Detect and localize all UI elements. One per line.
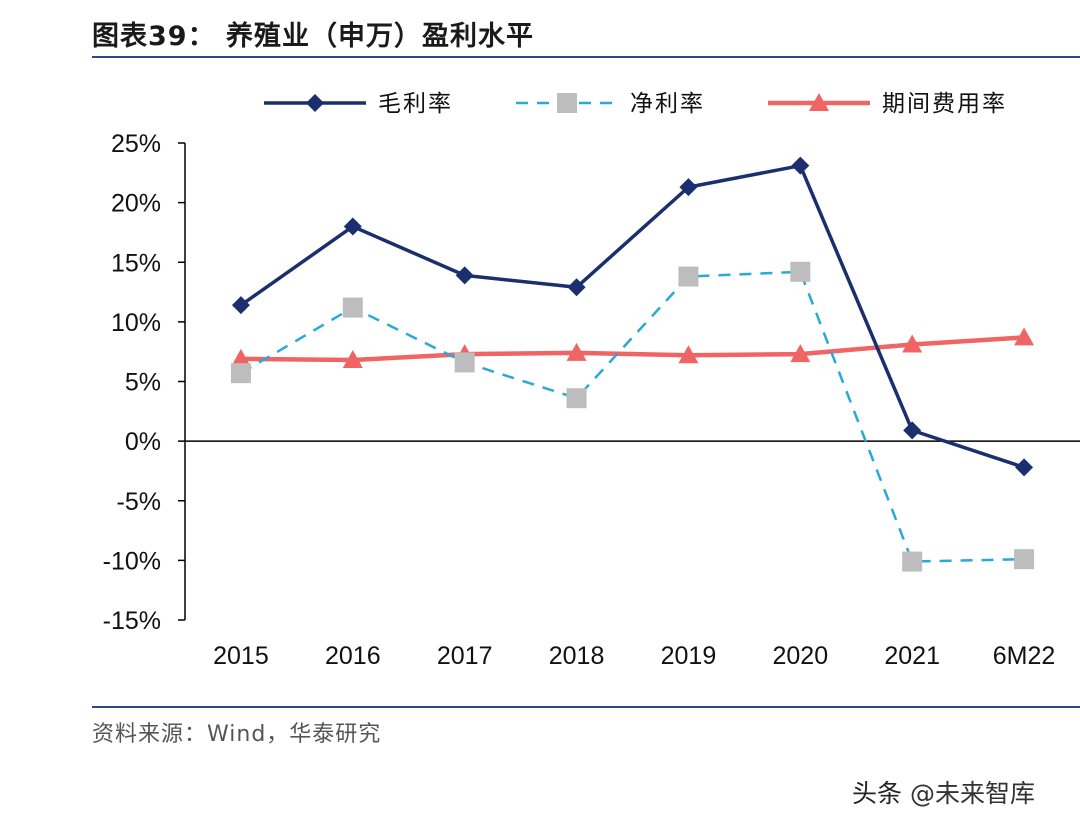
data-point-gross bbox=[455, 266, 474, 285]
data-point-net bbox=[230, 363, 251, 384]
legend-swatch-marker bbox=[809, 93, 829, 111]
data-point-net bbox=[790, 261, 811, 282]
footer-divider bbox=[92, 706, 1080, 708]
data-point-net bbox=[1014, 549, 1035, 570]
legend-item-expense: 期间费用率 bbox=[768, 91, 1007, 117]
data-point-gross bbox=[679, 178, 698, 197]
x-tick-label: 2019 bbox=[661, 642, 717, 670]
watermark-brand: @未来智库 bbox=[909, 779, 1035, 808]
data-point-expense bbox=[1014, 327, 1035, 346]
axes: 25% 20% 15% 10% 5% 0% -5% -10% -15% 2015 2016 2017 2… bbox=[103, 130, 1080, 670]
data-point-expense bbox=[566, 342, 587, 361]
data-point-gross bbox=[1015, 458, 1034, 477]
data-point-expense bbox=[790, 344, 811, 363]
watermark-prefix: 头条 bbox=[852, 779, 903, 808]
y-tick-label: -15% bbox=[103, 607, 161, 635]
y-tick-label: 15% bbox=[111, 249, 161, 277]
title-divider bbox=[92, 56, 1080, 58]
x-tick-label: 2016 bbox=[325, 642, 381, 670]
data-point-net bbox=[566, 388, 587, 409]
data-point-gross bbox=[231, 296, 250, 315]
data-point-net bbox=[342, 297, 363, 318]
legend-label: 毛利率 bbox=[378, 91, 453, 117]
series-line-expense bbox=[240, 335, 1025, 363]
data-point-gross bbox=[567, 278, 586, 297]
series-net bbox=[230, 261, 1035, 572]
y-tick-label: -10% bbox=[103, 547, 161, 575]
series-gross bbox=[231, 156, 1034, 477]
watermark: 头条 @未来智库 bbox=[852, 774, 1035, 810]
y-tick-label: 25% bbox=[111, 130, 161, 158]
data-point-expense bbox=[230, 348, 251, 367]
legend-item-gross: 毛利率 bbox=[264, 91, 453, 117]
series-expense bbox=[230, 327, 1035, 369]
data-point-gross bbox=[791, 156, 810, 175]
x-tick-label: 6M22 bbox=[993, 642, 1056, 670]
data-point-expense bbox=[902, 334, 923, 353]
data-point-net bbox=[902, 551, 923, 572]
y-tick-label: 0% bbox=[125, 428, 161, 456]
data-point-net bbox=[454, 352, 475, 373]
data-point-expense bbox=[678, 345, 699, 364]
legend: 毛利率 净利率 期间费用率 bbox=[264, 91, 1007, 117]
legend-label: 净利率 bbox=[630, 91, 705, 117]
y-tick-label: 5% bbox=[125, 369, 161, 397]
legend-item-net: 净利率 bbox=[516, 91, 705, 117]
data-point-gross bbox=[343, 217, 362, 236]
legend-swatch-marker bbox=[557, 93, 577, 113]
x-tick-label: 2020 bbox=[773, 642, 829, 670]
x-tick-label: 2015 bbox=[213, 642, 269, 670]
data-point-gross bbox=[903, 421, 922, 440]
data-point-net bbox=[678, 266, 699, 287]
chart-title: 图表39： 养殖业（申万）盈利水平 bbox=[92, 21, 534, 52]
y-tick-label: -5% bbox=[117, 488, 161, 516]
series-line-gross bbox=[239, 163, 1025, 470]
x-tick-label: 2017 bbox=[437, 642, 493, 670]
data-point-expense bbox=[342, 350, 363, 369]
y-tick-label: 20% bbox=[111, 190, 161, 218]
source-note: 资料来源：Wind，华泰研究 bbox=[92, 722, 382, 747]
x-tick-label: 2021 bbox=[884, 642, 940, 670]
y-tick-label: 10% bbox=[111, 309, 161, 337]
series-layer bbox=[230, 156, 1035, 572]
series-line-net bbox=[240, 270, 1025, 563]
x-tick-label: 2018 bbox=[549, 642, 605, 670]
legend-label: 期间费用率 bbox=[882, 91, 1007, 117]
legend-swatch-marker bbox=[306, 94, 324, 112]
